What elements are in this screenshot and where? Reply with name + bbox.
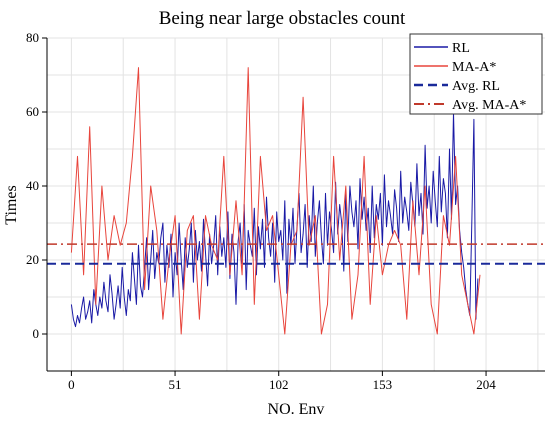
- y-axis-label: Times: [3, 185, 20, 224]
- x-axis-label: NO. Env: [268, 401, 325, 418]
- x-tick-label: 102: [269, 377, 289, 392]
- legend-item-avg-maa-label: Avg. MA-A*: [452, 98, 526, 113]
- y-tick-label: 40: [26, 178, 39, 193]
- x-tick-label: 153: [373, 377, 393, 392]
- x-tick-label: 0: [68, 377, 75, 392]
- y-tick-label: 0: [33, 326, 40, 341]
- legend: RL MA-A* Avg. RL Avg. MA-A*: [409, 33, 543, 115]
- rl-series-line: [70, 111, 479, 328]
- maa-series-line: [70, 67, 481, 335]
- legend-item-rl-label: RL: [452, 41, 470, 56]
- x-tick-label: 51: [169, 377, 182, 392]
- x-tick-label: 204: [476, 377, 496, 392]
- plot-area: [47, 67, 545, 335]
- legend-item-maa-label: MA-A*: [452, 60, 496, 75]
- chart-title: Being near large obstacles count: [159, 8, 406, 29]
- y-tick-label: 80: [26, 30, 39, 45]
- y-tick-label: 20: [26, 252, 39, 267]
- y-tick-label: 60: [26, 104, 39, 119]
- legend-item-avg-rl-label: Avg. RL: [452, 79, 500, 94]
